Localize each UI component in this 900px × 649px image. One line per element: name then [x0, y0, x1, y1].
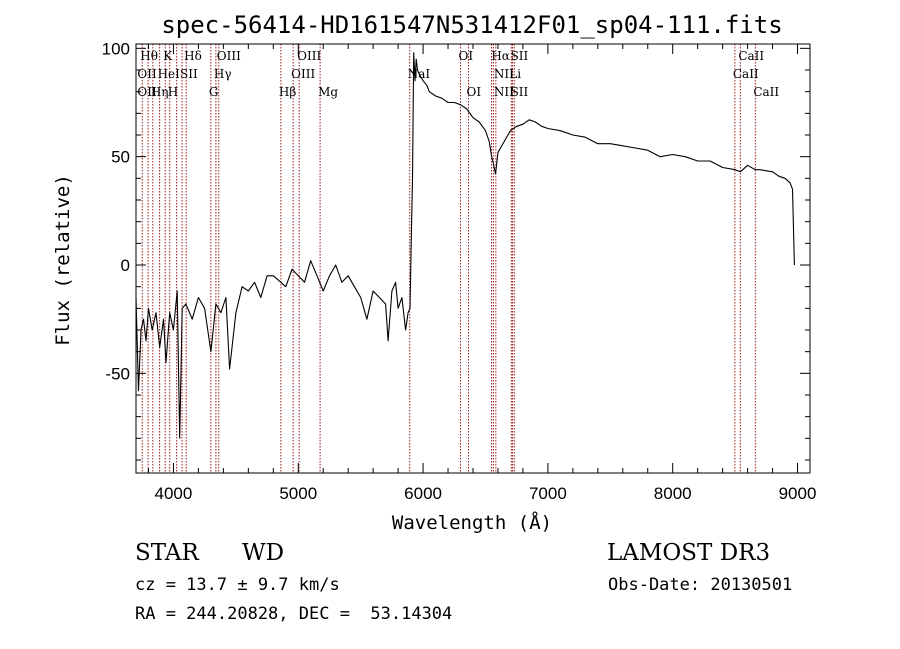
marker-label: SII — [511, 85, 529, 99]
x-tick-label: 7000 — [529, 484, 567, 503]
marker-label: H — [168, 85, 178, 99]
redshift-cz: cz = 13.7 ± 9.7 km/s — [135, 575, 340, 595]
marker-label: HeI — [158, 67, 181, 81]
y-tick-label: -50 — [105, 364, 130, 383]
marker-label: OI — [467, 85, 482, 99]
marker-label: OIII — [217, 49, 241, 63]
marker-label: OIII — [291, 67, 315, 81]
marker-label: CaII — [733, 67, 759, 81]
y-axis-label: Flux (relative) — [52, 174, 74, 346]
marker-label: OI — [459, 49, 474, 63]
marker-label: K — [163, 49, 173, 63]
marker-label: OII — [137, 67, 157, 81]
axis-ticks: 4000 5000 6000 7000 8000 9000 -50 0 50 100 — [102, 39, 817, 503]
plot-frame — [135, 43, 811, 474]
spectrum-series — [135, 52, 795, 439]
y-tick-label: 100 — [102, 39, 130, 58]
coordinates: RA = 244.20828, DEC = 53.14304 — [135, 604, 452, 624]
marker-label: CaII — [738, 49, 764, 63]
chart-title: spec-56414-HD161547N531412F01_sp04-111.f… — [161, 11, 782, 39]
marker-label: NII — [494, 85, 514, 99]
marker-label: Hβ — [279, 85, 296, 99]
line-markers — [141, 44, 756, 473]
x-tick-label: 9000 — [779, 484, 817, 503]
x-axis-label: Wavelength (Å) — [392, 511, 552, 534]
spectrum-line — [135, 52, 795, 439]
survey-name: LAMOST DR3 — [607, 540, 770, 566]
marker-label: NII — [494, 67, 514, 81]
marker-label: Li — [509, 67, 521, 81]
marker-label: Hθ — [140, 49, 158, 63]
marker-label: Hγ — [214, 67, 232, 81]
marker-label: SII — [180, 67, 198, 81]
marker-label: Hδ — [184, 49, 202, 63]
observation-date: Obs-Date: 20130501 — [608, 575, 792, 595]
marker-label: OII — [137, 85, 157, 99]
object-subclass: WD — [242, 540, 284, 566]
marker-label: Hη — [151, 85, 169, 99]
object-class: STAR — [135, 540, 199, 566]
y-tick-label: 0 — [121, 256, 130, 275]
marker-label: Hα — [491, 49, 510, 63]
x-tick-label: 4000 — [155, 484, 193, 503]
y-tick-label: 50 — [111, 148, 130, 167]
marker-label: SII — [511, 49, 529, 63]
marker-label: G — [209, 85, 219, 99]
marker-label: OIII — [297, 49, 321, 63]
x-tick-label: 5000 — [279, 484, 317, 503]
marker-label: CaII — [753, 85, 779, 99]
marker-label: Mg — [318, 85, 338, 99]
x-tick-label: 6000 — [404, 484, 442, 503]
x-tick-label: 8000 — [654, 484, 692, 503]
